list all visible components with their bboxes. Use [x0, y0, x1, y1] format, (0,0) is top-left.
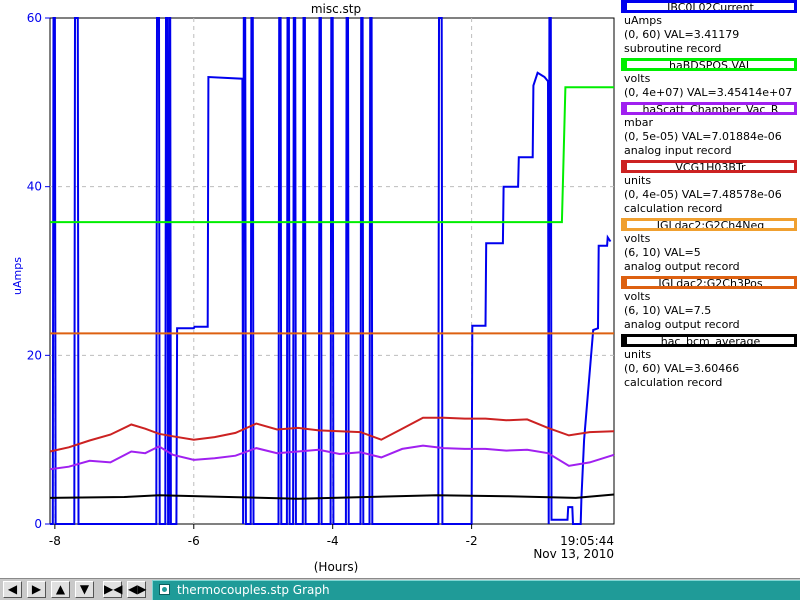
- series-line-3: [49, 416, 615, 453]
- legend-entry-5[interactable]: IGLdac2:G2Ch3Pos: [621, 276, 797, 289]
- legend-range-0: (0, 60) VAL=3.41179: [624, 28, 740, 41]
- legend-unit-4: volts: [624, 232, 651, 245]
- series-line-2: [49, 444, 615, 471]
- legend-entry-6[interactable]: hac_bcm_average: [621, 334, 797, 347]
- x-tick-label: -8: [49, 534, 61, 548]
- down-arrow-icon: ▼: [79, 582, 90, 596]
- y-tick-label: 20: [27, 348, 42, 362]
- y-tick-label: 60: [27, 11, 42, 25]
- down-arrow-button[interactable]: ▼: [75, 581, 94, 598]
- series-line-1: [50, 86, 614, 224]
- y-axis-label: uAmps: [11, 257, 24, 295]
- series-line-0: [50, 17, 612, 525]
- taskbar-task-label: thermocouples.stp Graph: [177, 583, 330, 597]
- legend-record-3: calculation record: [624, 202, 723, 215]
- legend-record-5: analog output record: [624, 318, 740, 331]
- chart-title: misc.stp: [311, 2, 361, 16]
- bowtie-out-icon: ◀▶: [128, 582, 147, 596]
- series-layer: [49, 17, 615, 525]
- legend-unit-6: units: [624, 348, 652, 361]
- legend-entry-1[interactable]: haBDSPOS.VAL: [621, 58, 797, 71]
- taskbar: ◀ ▶ ▲ ▼ ▶◀ ◀▶ thermocouples.stp Graph: [0, 578, 800, 600]
- axes: -8 -6 -4 -2 0 20 40 60: [27, 11, 478, 548]
- up-arrow-button[interactable]: ▲: [51, 581, 70, 598]
- bowtie-icon: ▶◀: [104, 582, 123, 596]
- expand-button[interactable]: ◀▶: [127, 581, 146, 598]
- legend-range-5: (6, 10) VAL=7.5: [624, 304, 712, 317]
- legend-record-0: subroutine record: [624, 42, 722, 55]
- taskbar-task-button[interactable]: thermocouples.stp Graph: [152, 580, 800, 600]
- legend-record-6: calculation record: [624, 376, 723, 389]
- collapse-button[interactable]: ▶◀: [103, 581, 122, 598]
- legend-unit-5: volts: [624, 290, 651, 303]
- end-time-label: 19:05:44: [560, 534, 614, 548]
- right-arrow-button[interactable]: ▶: [27, 581, 46, 598]
- legend-range-3: (0, 4e-05) VAL=7.48578e-06: [624, 188, 782, 201]
- legend-record-4: analog output record: [624, 260, 740, 273]
- legend-entry-2[interactable]: haScatt_Chamber_Vac_R: [621, 102, 797, 115]
- legend-entry-4[interactable]: IGLdac2:G2Ch4Neg: [621, 218, 797, 231]
- series-line-6: [49, 493, 615, 500]
- right-arrow-icon: ▶: [31, 582, 42, 596]
- legend-unit-0: uAmps: [624, 14, 662, 27]
- legend-range-4: (6, 10) VAL=5: [624, 246, 701, 259]
- y-tick-label: 0: [34, 517, 42, 531]
- end-date-label: Nov 13, 2010: [533, 547, 614, 561]
- legend-entry-3[interactable]: VCG1H03BTr: [621, 160, 797, 173]
- legend-entry-0[interactable]: IBC0L02Current: [621, 0, 797, 13]
- legend-range-1: (0, 4e+07) VAL=3.45414e+07: [624, 86, 793, 99]
- legend-range-2: (0, 5e-05) VAL=7.01884e-06: [624, 130, 782, 143]
- up-arrow-icon: ▲: [55, 582, 66, 596]
- left-arrow-icon: ◀: [7, 582, 18, 596]
- legend-range-6: (0, 60) VAL=3.60466: [624, 362, 740, 375]
- x-axis-label: (Hours): [314, 560, 359, 574]
- x-tick-label: -2: [466, 534, 478, 548]
- legend-unit-3: units: [624, 174, 652, 187]
- left-arrow-button[interactable]: ◀: [3, 581, 22, 598]
- legend-unit-2: mbar: [624, 116, 653, 129]
- x-tick-label: -4: [327, 534, 339, 548]
- y-tick-label: 40: [27, 180, 42, 194]
- legend-unit-1: volts: [624, 72, 651, 85]
- legend-record-2: analog input record: [624, 144, 732, 157]
- window-icon: [159, 584, 170, 595]
- x-tick-label: -6: [188, 534, 200, 548]
